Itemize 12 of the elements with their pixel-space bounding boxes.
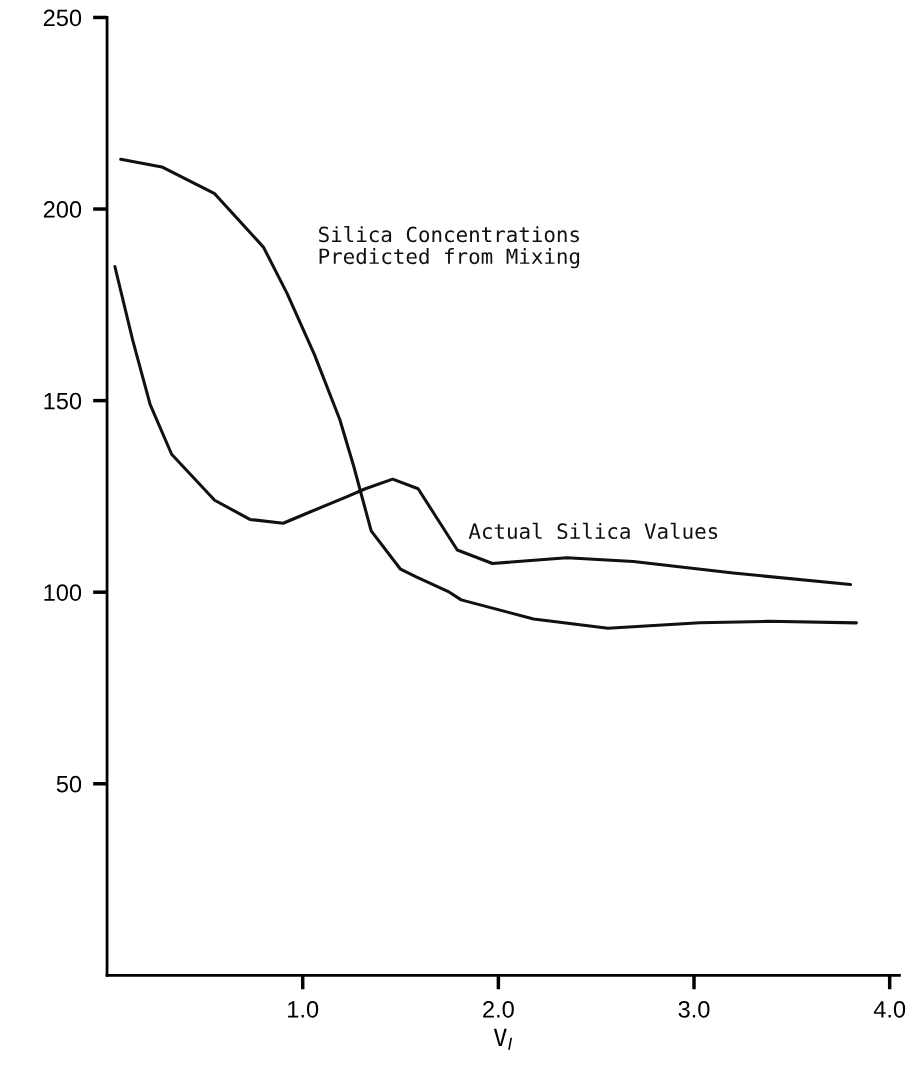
x-tick-label: 3.0 xyxy=(678,1000,710,1018)
x-tick-label: 2.0 xyxy=(483,1000,514,1018)
y-tick-label: 100 xyxy=(44,584,82,601)
x-tick-label: 1.0 xyxy=(288,1000,319,1018)
x-tick-label: 4.0 xyxy=(873,1000,906,1018)
y-tick-label: 200 xyxy=(43,201,82,218)
series-label: Silica Concentrations Predicted from Mixing xyxy=(319,226,580,269)
y-tick-label: 250 xyxy=(43,9,82,27)
y-tick-label: 50 xyxy=(56,775,82,793)
y-tick-label: 150 xyxy=(44,392,82,410)
x-axis-title: V$_{I}$ xyxy=(493,1028,513,1050)
series-label: Actual Silica Values xyxy=(468,522,718,540)
